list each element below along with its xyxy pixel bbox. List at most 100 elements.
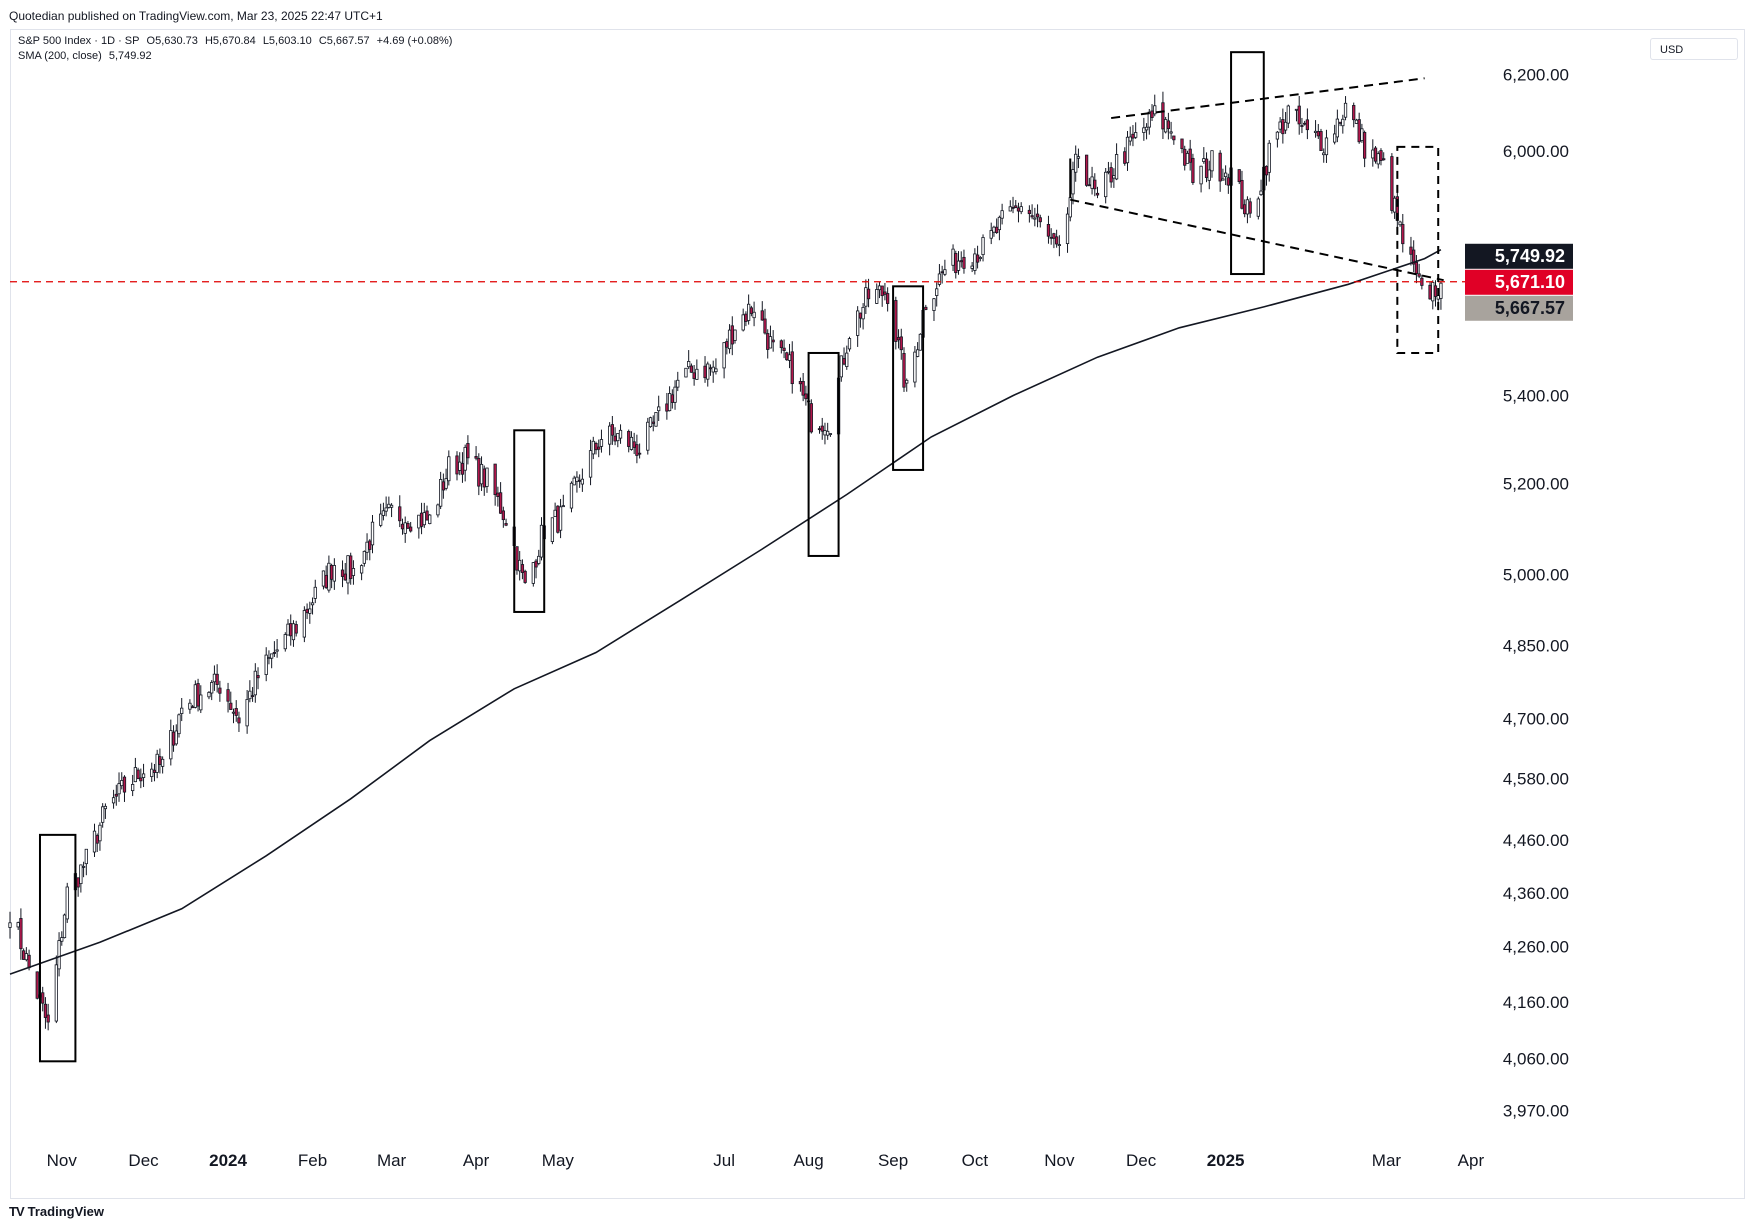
candle-body [294, 624, 298, 634]
candle-body [1264, 165, 1269, 176]
candle-body [417, 514, 421, 529]
candle-body [133, 767, 138, 783]
candle-body [1183, 148, 1187, 166]
candle-body [817, 428, 822, 431]
level-price-badge-label: 5,671.10 [1495, 272, 1565, 292]
candle-body [1090, 176, 1094, 189]
candle-body [1207, 169, 1211, 181]
candle-body [687, 361, 691, 368]
candle-body [1204, 158, 1209, 178]
candle-body [973, 253, 977, 271]
candle-body [749, 307, 753, 314]
candle-body [264, 654, 268, 675]
sma-label[interactable]: SMA (200, close) [18, 50, 102, 62]
candle-body [1128, 136, 1132, 142]
candle-body [436, 504, 440, 516]
candle-body [458, 461, 462, 471]
candle-body [880, 285, 884, 297]
candle-body [689, 365, 694, 373]
candle-body [79, 864, 83, 885]
candle-body [1071, 169, 1075, 195]
candle-body [1199, 165, 1203, 185]
candle-body [218, 687, 222, 694]
candle-body [1084, 154, 1089, 186]
candle-body [1357, 119, 1361, 143]
candle-body [155, 753, 159, 773]
candle-body [905, 379, 909, 384]
candle-body [943, 269, 947, 275]
candle-body [98, 824, 102, 842]
candle-body [275, 649, 279, 652]
candle-body [877, 285, 882, 291]
candle-body [703, 365, 707, 379]
candle-body [1333, 133, 1337, 143]
candle-body [992, 226, 996, 233]
y-tick-label: 4,260.00 [1503, 938, 1569, 957]
high-value: H5,670.84 [204, 35, 256, 47]
candle-body [455, 455, 459, 475]
candle-body [46, 1014, 50, 1023]
close-value: C5,667.57 [318, 35, 370, 47]
annotation-box [892, 285, 925, 471]
candle-body [1142, 127, 1146, 133]
candle-body [1147, 111, 1151, 128]
candle-body [1134, 132, 1138, 138]
candle-body [569, 482, 574, 509]
candle-body [1409, 246, 1413, 255]
candle-body [695, 368, 699, 380]
level-price-badge [1465, 269, 1573, 295]
y-tick-label: 6,200.00 [1503, 66, 1569, 85]
candle-body [1074, 153, 1078, 173]
candle-body [1030, 215, 1034, 218]
candle-body [1316, 131, 1320, 137]
candle-body [727, 329, 732, 350]
candle-body [139, 777, 143, 782]
x-tick-label: Apr [463, 1151, 490, 1170]
candle-body [1390, 156, 1394, 211]
candle-body [177, 714, 181, 735]
candle-body [845, 352, 849, 367]
candle-body [915, 349, 920, 357]
candle-body [711, 366, 715, 373]
candle-body [708, 367, 713, 370]
candle-body [272, 652, 277, 654]
currency-button[interactable]: USD [1650, 38, 1738, 60]
candle-body [1087, 184, 1091, 187]
candle-body [1038, 217, 1042, 223]
candle-body [403, 522, 407, 534]
candle-body [60, 937, 64, 942]
candle-body [935, 288, 939, 296]
candle-body [477, 457, 481, 487]
candle-body [256, 675, 260, 679]
candle-body [1223, 172, 1228, 178]
x-tick-label: Aug [793, 1151, 823, 1170]
candle-body [766, 333, 770, 350]
candle-body [1392, 197, 1397, 213]
candle-body [518, 559, 522, 572]
candle-body [1294, 108, 1299, 111]
candle-body [291, 623, 296, 641]
candle-body [771, 339, 775, 343]
candle-body [270, 653, 274, 659]
candle-body [1191, 157, 1195, 183]
tradingview-footer: TV TradingView [9, 1204, 104, 1219]
candle-body [428, 514, 432, 525]
candle-body [1286, 105, 1290, 124]
candle-body [1169, 131, 1173, 134]
candle-body [231, 711, 236, 714]
candle-body [370, 521, 375, 546]
candle-body [627, 430, 631, 447]
candle-body [580, 478, 585, 485]
candle-body [787, 354, 792, 361]
candle-body [81, 866, 86, 868]
candle-body [932, 298, 936, 311]
symbol-label[interactable]: S&P 500 Index · 1D · SP [18, 35, 140, 47]
candle-body [212, 673, 217, 683]
candle-body [1436, 295, 1440, 300]
candle-body [722, 342, 726, 369]
candle-body [733, 329, 737, 341]
candle-body [937, 273, 942, 285]
candle-body [365, 541, 369, 553]
candle-body [1338, 121, 1342, 124]
